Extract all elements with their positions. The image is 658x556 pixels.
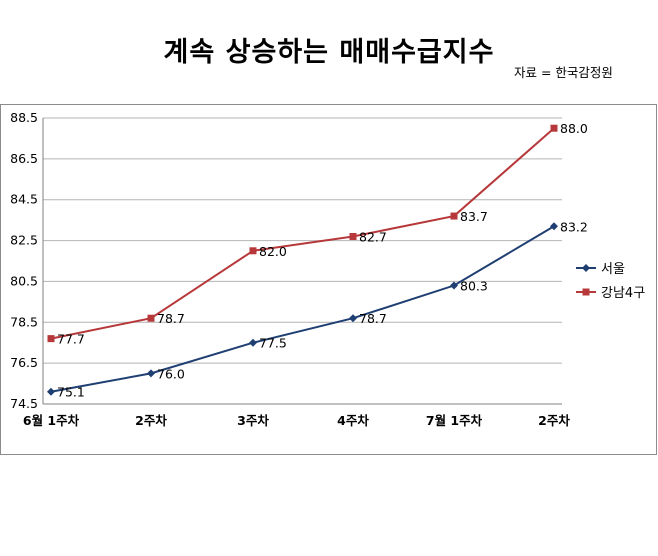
data-label: 83.2 [560, 219, 588, 234]
y-tick-label: 74.5 [10, 396, 38, 411]
data-label: 78.7 [359, 311, 387, 326]
chart-title: 계속 상승하는 매매수급지수 [163, 37, 495, 68]
series-line-1 [50, 127, 555, 340]
y-tick-label: 88.5 [10, 110, 38, 125]
y-tick-label: 82.5 [10, 233, 38, 248]
data-label: 75.1 [57, 385, 85, 400]
data-point [249, 338, 257, 347]
series-line-0 [50, 225, 555, 393]
data-point [550, 124, 558, 132]
data-point [249, 247, 257, 255]
legend-marker [582, 288, 590, 296]
chart-frame [0, 104, 657, 455]
legend-label: 강남4구 [601, 286, 645, 301]
legend-label: 서울 [601, 262, 625, 277]
x-tick-label: 4주차 [337, 413, 369, 428]
data-label: 78.7 [157, 311, 185, 326]
y-tick-label: 84.5 [10, 192, 38, 207]
data-point [47, 335, 55, 343]
data-label: 82.7 [359, 229, 387, 244]
data-point [349, 232, 357, 240]
y-tick-label: 76.5 [10, 355, 38, 370]
data-label: 77.5 [259, 336, 287, 351]
data-point [550, 222, 558, 231]
data-label: 82.0 [259, 244, 287, 259]
x-tick-label: 2주차 [135, 413, 167, 428]
source-note: 자료 = 한국감정원 [514, 65, 613, 80]
data-point [147, 314, 155, 322]
data-point [147, 369, 155, 378]
data-label: 80.3 [460, 279, 488, 294]
x-tick-label: 3주차 [237, 413, 269, 428]
data-label: 77.7 [57, 332, 85, 347]
x-tick-label: 2주차 [538, 413, 570, 428]
y-tick-label: 80.5 [10, 273, 38, 288]
data-point [450, 212, 458, 220]
data-point [349, 314, 357, 323]
y-tick-label: 86.5 [10, 151, 38, 166]
data-label: 88.0 [560, 121, 588, 136]
data-label: 76.0 [157, 366, 185, 381]
x-tick-label: 7월 1주차 [426, 413, 483, 428]
data-point [450, 281, 458, 290]
data-point [47, 387, 55, 396]
y-tick-label: 78.5 [10, 314, 38, 329]
data-label: 83.7 [460, 209, 488, 224]
x-tick-label: 6월 1주차 [23, 413, 80, 428]
legend-marker [582, 264, 590, 272]
